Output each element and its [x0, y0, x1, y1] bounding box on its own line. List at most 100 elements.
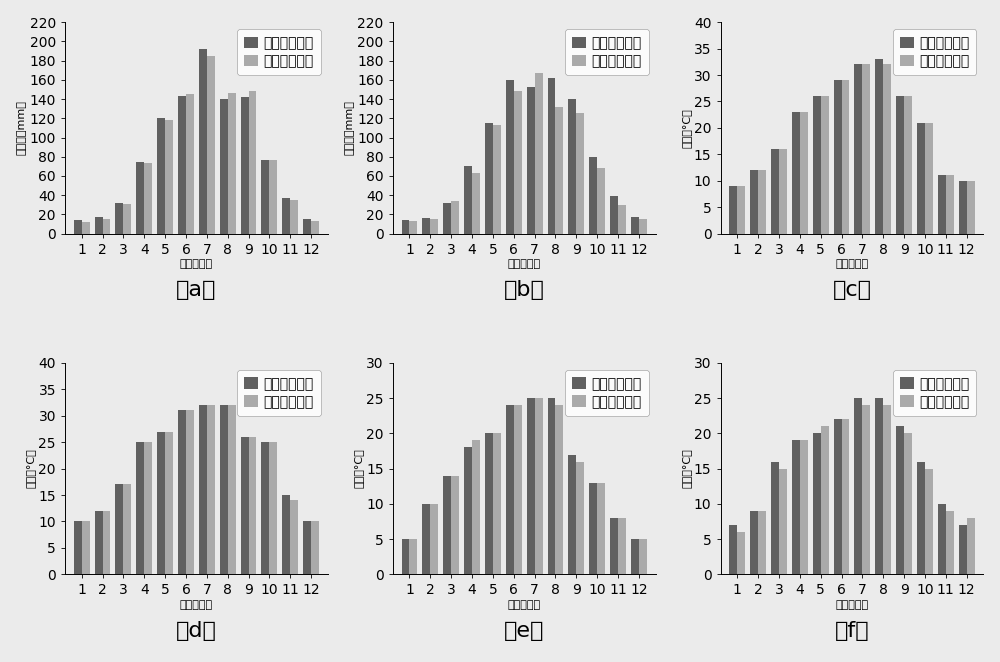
Bar [938, 175, 946, 234]
Bar [917, 461, 925, 575]
Bar [967, 518, 975, 575]
Bar [303, 522, 311, 575]
Bar [220, 405, 228, 575]
Y-axis label: 降雨量（mm）: 降雨量（mm） [344, 101, 354, 156]
Bar [904, 434, 912, 575]
Bar [875, 59, 883, 234]
Text: （b）: （b） [504, 280, 545, 300]
Bar [535, 398, 543, 575]
Bar [639, 539, 647, 575]
Bar [514, 91, 522, 234]
Bar [290, 200, 298, 234]
Bar [430, 504, 438, 575]
Bar [115, 485, 123, 575]
Bar [82, 222, 90, 234]
Bar [862, 405, 870, 575]
Bar [409, 539, 417, 575]
Bar [771, 461, 779, 575]
Bar [136, 442, 144, 575]
Bar [472, 173, 480, 234]
Bar [729, 186, 737, 234]
Bar [618, 518, 626, 575]
Bar [771, 149, 779, 234]
Bar [282, 495, 290, 575]
Bar [842, 80, 849, 234]
Legend: 实测日最高温, 模拟日最高温: 实测日最高温, 模拟日最高温 [237, 370, 321, 416]
Bar [854, 64, 862, 234]
Bar [443, 203, 451, 234]
Bar [576, 113, 584, 234]
Bar [157, 118, 165, 234]
X-axis label: 时间（月）: 时间（月） [180, 260, 213, 269]
Bar [103, 511, 110, 575]
Bar [938, 504, 946, 575]
Text: （f）: （f） [835, 621, 869, 641]
Bar [443, 476, 451, 575]
Bar [610, 518, 618, 575]
Bar [241, 437, 249, 575]
X-axis label: 时间（月）: 时间（月） [180, 600, 213, 610]
Y-axis label: 降雨量（mm）: 降雨量（mm） [17, 101, 27, 156]
Bar [136, 162, 144, 234]
Bar [311, 221, 319, 234]
X-axis label: 时间（月）: 时间（月） [508, 600, 541, 610]
Bar [610, 196, 618, 234]
Bar [555, 107, 563, 234]
Bar [548, 398, 555, 575]
Bar [74, 522, 82, 575]
Bar [959, 181, 967, 234]
Bar [241, 97, 249, 234]
Bar [639, 219, 647, 234]
Bar [74, 220, 82, 234]
Bar [95, 511, 103, 575]
Legend: 实测日最高温, 模拟日最高温: 实测日最高温, 模拟日最高温 [893, 29, 976, 75]
Legend: 实测月降雨量, 模拟月降雨量: 实测月降雨量, 模拟月降雨量 [237, 29, 321, 75]
Bar [750, 170, 758, 234]
Bar [123, 204, 131, 234]
Bar [402, 220, 409, 234]
Bar [527, 87, 535, 234]
Bar [883, 405, 891, 575]
Bar [186, 410, 194, 575]
Bar [729, 525, 737, 575]
Legend: 实测日最低温, 模拟日最低温: 实测日最低温, 模拟日最低温 [565, 370, 649, 416]
Text: （e）: （e） [504, 621, 544, 641]
Bar [555, 405, 563, 575]
Bar [402, 539, 409, 575]
Bar [548, 78, 555, 234]
Bar [834, 80, 842, 234]
Bar [959, 525, 967, 575]
Bar [493, 125, 501, 234]
Bar [750, 511, 758, 575]
Bar [485, 434, 493, 575]
Bar [925, 469, 933, 575]
Bar [249, 437, 256, 575]
Bar [269, 160, 277, 234]
Bar [597, 483, 605, 575]
Bar [220, 99, 228, 234]
Bar [883, 64, 891, 234]
Y-axis label: 温度（°C）: 温度（°C） [353, 449, 363, 489]
Bar [249, 91, 256, 234]
Bar [261, 160, 269, 234]
Text: （c）: （c） [832, 280, 871, 300]
Bar [514, 405, 522, 575]
Bar [535, 73, 543, 234]
Bar [115, 203, 123, 234]
Bar [178, 410, 186, 575]
Bar [896, 426, 904, 575]
Bar [875, 398, 883, 575]
Text: （a）: （a） [176, 280, 217, 300]
Bar [472, 440, 480, 575]
Bar [779, 149, 787, 234]
Bar [186, 94, 194, 234]
Bar [165, 432, 173, 575]
Bar [199, 49, 207, 234]
Y-axis label: 温度（°C）: 温度（°C） [26, 449, 36, 489]
Bar [207, 56, 215, 234]
Bar [282, 198, 290, 234]
Bar [144, 164, 152, 234]
Bar [506, 405, 514, 575]
Bar [103, 219, 110, 234]
Bar [568, 455, 576, 575]
